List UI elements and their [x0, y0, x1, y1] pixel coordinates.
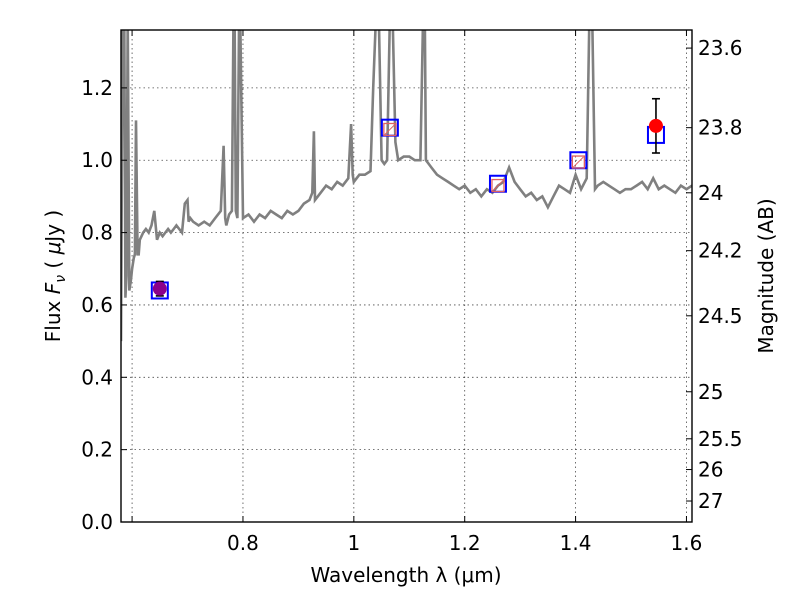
- observed-point: [152, 281, 167, 296]
- grid-lines: [121, 30, 692, 523]
- x-ticks: 0.8 1 1.2 1.4 1.6: [131, 30, 703, 555]
- photometry-points: [150, 97, 665, 300]
- y-tick-label: 0.0: [81, 510, 113, 534]
- y-tick-label: 0.6: [81, 293, 113, 317]
- right-ticks: 23.6 23.8 24 24.2 24.5 25 25.5 26 27: [686, 36, 743, 513]
- right-tick-label: 25: [698, 380, 723, 404]
- y-tick-label: 0.4: [81, 365, 113, 389]
- x-tick-label: 1.4: [560, 531, 592, 555]
- inner-point-hatch: [573, 156, 584, 168]
- y-ticks: 0.0 0.2 0.4 0.6 0.8 1.0 1.2: [81, 76, 127, 534]
- y-axis-label-part: Flux: [41, 294, 65, 342]
- right-tick-label: 24.5: [698, 304, 743, 328]
- inner-point-square: [383, 122, 397, 137]
- x-tick-label: 1.6: [671, 531, 703, 555]
- y-axis-label-part: μ: [41, 242, 65, 256]
- inner-point-square: [491, 178, 505, 193]
- y-axis-label: Flux Fν ( μJy ): [41, 210, 69, 342]
- y-axis-label-part: (: [41, 254, 65, 275]
- plot-frame: [120, 29, 693, 523]
- y-axis-label-part: F: [41, 282, 65, 294]
- y-tick-label: 1.2: [81, 76, 113, 100]
- inner-point-hatch: [384, 124, 396, 135]
- inner-point-hatch: [492, 180, 504, 191]
- right-tick-label: 24: [698, 181, 723, 205]
- right-tick-label: 23.8: [698, 116, 743, 140]
- right-tick-label: 27: [698, 489, 723, 513]
- y-tick-label: 1.0: [81, 148, 113, 172]
- x-tick-label: 1: [347, 531, 360, 555]
- spectrum-line: [121, 30, 692, 342]
- right-tick-label: 25.5: [698, 427, 743, 451]
- x-axis-label: Wavelength λ (μm): [310, 563, 501, 587]
- x-tick-label: 1.2: [449, 531, 481, 555]
- spectrum-layer: [121, 30, 692, 342]
- y-axis-label-part: Jy ): [41, 210, 65, 244]
- x-tick-label: 0.8: [227, 531, 259, 555]
- y-tick-label: 0.2: [81, 438, 113, 462]
- y-axis-label-part: ν: [53, 275, 69, 283]
- right-tick-label: 23.6: [698, 36, 743, 60]
- y-axis-right-label: Magnitude (AB): [754, 198, 778, 353]
- y-tick-label: 0.8: [81, 221, 113, 245]
- right-tick-label: 24.2: [698, 239, 743, 263]
- right-tick-label: 26: [698, 458, 723, 482]
- inner-point-square: [571, 155, 586, 169]
- observed-point: [648, 118, 663, 133]
